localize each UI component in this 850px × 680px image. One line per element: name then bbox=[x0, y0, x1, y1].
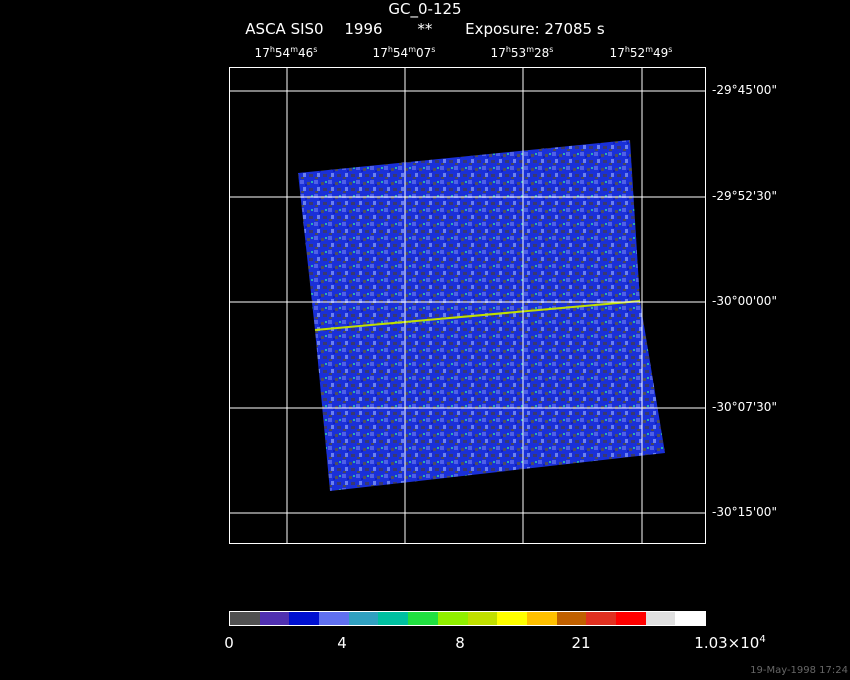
dec-tick-label-5: -30°15'00" bbox=[712, 505, 777, 519]
colorbar-label-4: 4 bbox=[337, 634, 347, 652]
dec-tick-label-2: -29°52'30" bbox=[712, 189, 777, 203]
colorbar-label-21: 21 bbox=[571, 634, 591, 652]
colorbar-swatch bbox=[556, 612, 587, 625]
colorbar-swatch bbox=[378, 612, 409, 625]
colorbar-swatch bbox=[675, 612, 705, 625]
colorbar-label-0: 0 bbox=[224, 634, 234, 652]
ra-tick-label-3: 17h53m28s bbox=[490, 45, 554, 60]
detector-field bbox=[298, 140, 665, 491]
colorbar-swatch bbox=[230, 612, 260, 625]
image-plot-frame bbox=[229, 67, 706, 544]
colorbar-swatch bbox=[437, 612, 468, 625]
ccd-chip-upper bbox=[298, 140, 640, 330]
exposure-label: Exposure: 27085 s bbox=[465, 20, 605, 38]
dec-tick-label-1: -29°45'00" bbox=[712, 83, 777, 97]
observation-info: ASCA SIS0 1996 ** Exposure: 27085 s bbox=[0, 20, 850, 38]
ra-tick-label-4: 17h52m49s bbox=[609, 45, 673, 60]
colorbar-swatch bbox=[408, 612, 438, 625]
date-stamp: 19-May-1998 17:24 bbox=[750, 665, 848, 676]
image-title: GC_0-125 bbox=[388, 0, 462, 18]
colorbar-swatch bbox=[289, 612, 320, 625]
colorbar-swatch bbox=[467, 612, 498, 625]
colorbar-swatch bbox=[615, 612, 646, 625]
xray-image bbox=[230, 68, 705, 543]
year-label: 1996 bbox=[344, 20, 383, 38]
coordinate-grid bbox=[230, 68, 705, 543]
dec-tick-label-3: -30°00'00" bbox=[712, 294, 777, 308]
colorbar-swatch bbox=[319, 612, 349, 625]
colorbar-swatch bbox=[586, 612, 616, 625]
dec-tick-label-4: -30°07'30" bbox=[712, 400, 777, 414]
ra-tick-label-2: 17h54m07s bbox=[372, 45, 436, 60]
ra-tick-label-1: 17h54m46s bbox=[254, 45, 318, 60]
colorbar-swatch bbox=[497, 612, 527, 625]
colorbar bbox=[229, 611, 706, 626]
colorbar-swatch bbox=[259, 612, 290, 625]
colorbar-label-8: 8 bbox=[455, 634, 465, 652]
colorbar-label-max: 1.03×104 bbox=[694, 634, 766, 652]
ccd-chip-lower bbox=[315, 301, 665, 491]
colorbar-swatch bbox=[645, 612, 676, 625]
colorbar-swatch bbox=[348, 612, 379, 625]
chip-seam bbox=[314, 300, 641, 331]
colorbar-swatch bbox=[526, 612, 557, 625]
instrument-label: ASCA SIS0 bbox=[245, 20, 324, 38]
marker-label: ** bbox=[417, 20, 433, 38]
